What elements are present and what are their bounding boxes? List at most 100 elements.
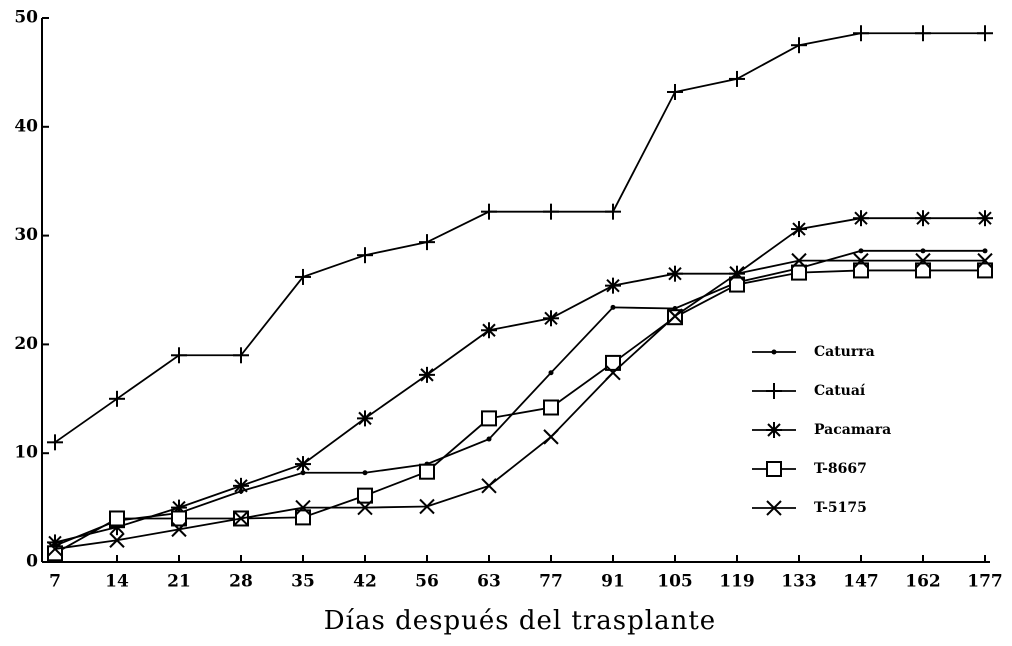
x-tick-label: 119 <box>719 572 755 592</box>
marker <box>295 268 311 285</box>
marker-stroke <box>295 499 311 516</box>
y-tick-label: 20 <box>14 334 38 354</box>
marker <box>47 545 63 562</box>
marker <box>729 265 745 282</box>
marker-square <box>766 461 782 477</box>
marker-stroke <box>916 211 930 225</box>
marker <box>977 210 993 227</box>
marker <box>977 25 993 42</box>
marker-dot <box>486 436 492 442</box>
marker <box>357 487 373 504</box>
marker-stroke <box>605 364 621 381</box>
marker <box>605 277 621 294</box>
marker-stroke <box>296 457 310 471</box>
marker <box>481 410 497 427</box>
marker <box>543 399 559 416</box>
marker-dot <box>982 248 988 254</box>
x-tick-label: 63 <box>477 572 501 592</box>
marker-stroke <box>109 532 125 548</box>
marker <box>548 370 554 376</box>
marker <box>109 390 125 407</box>
marker <box>858 248 864 254</box>
marker-stroke <box>482 323 496 337</box>
series-line <box>54 259 985 550</box>
marker-stroke <box>791 252 807 269</box>
x-tick-label: 105 <box>657 572 693 592</box>
marker <box>233 510 249 527</box>
x-tick-label: 56 <box>415 572 439 592</box>
x-tick-label: 14 <box>105 572 129 592</box>
marker <box>791 221 807 238</box>
marker <box>915 262 931 279</box>
marker-dot <box>548 370 554 376</box>
marker <box>419 498 435 515</box>
series-line <box>54 217 985 544</box>
marker <box>543 429 559 445</box>
marker <box>771 349 777 355</box>
marker-dot <box>362 470 368 476</box>
marker-stroke <box>420 368 434 382</box>
marker <box>47 541 63 557</box>
marker-stroke <box>233 510 249 527</box>
marker <box>419 234 435 251</box>
marker-stroke <box>915 252 931 269</box>
marker-stroke <box>729 265 745 282</box>
marker <box>481 203 497 220</box>
marker <box>766 422 782 438</box>
marker-stroke <box>47 541 63 557</box>
x-tick-label: 28 <box>229 572 253 592</box>
y-tick-label: 0 <box>26 552 38 572</box>
legend-label: T-8667 <box>814 461 867 477</box>
marker <box>766 461 782 477</box>
marker-square <box>419 463 435 480</box>
y-tick-label: 10 <box>14 443 38 463</box>
x-tick-label: 162 <box>905 572 941 592</box>
marker <box>486 436 492 442</box>
marker-stroke <box>171 521 187 538</box>
marker-stroke <box>544 311 558 325</box>
marker <box>915 252 931 269</box>
marker-stroke <box>854 211 868 225</box>
y-tick-label: 40 <box>14 116 38 136</box>
marker <box>47 434 63 451</box>
marker <box>543 203 559 220</box>
marker-square <box>915 262 931 279</box>
marker-square <box>109 510 125 527</box>
marker <box>766 500 782 516</box>
marker <box>667 83 683 100</box>
marker <box>977 252 993 269</box>
marker <box>109 510 125 527</box>
marker <box>729 276 745 293</box>
series-line <box>54 32 985 444</box>
marker-square <box>47 545 63 562</box>
marker <box>982 248 988 254</box>
marker-square <box>543 399 559 416</box>
marker <box>915 25 931 42</box>
legend-label: Pacamara <box>814 422 891 438</box>
marker <box>915 210 931 227</box>
marker <box>610 304 616 310</box>
marker-stroke <box>358 411 372 426</box>
marker-stroke <box>543 429 559 445</box>
marker-stroke <box>234 479 248 493</box>
marker-stroke <box>978 211 992 225</box>
marker-square <box>605 354 621 371</box>
marker <box>362 470 368 476</box>
marker-square <box>481 410 497 427</box>
x-tick-label: 147 <box>843 572 879 592</box>
marker-stroke <box>792 222 806 236</box>
marker-stroke <box>767 423 781 437</box>
marker <box>853 25 869 42</box>
marker-dot <box>920 248 926 254</box>
x-tick-label: 35 <box>291 572 315 592</box>
series-line <box>54 249 985 547</box>
x-axis-label: Días después del trasplante <box>324 606 716 636</box>
marker-square <box>357 487 373 504</box>
marker <box>300 470 306 476</box>
marker-stroke <box>853 252 869 269</box>
marker <box>481 478 497 494</box>
x-tick-label: 133 <box>781 572 817 592</box>
x-tick-label: 21 <box>167 572 191 592</box>
marker-stroke <box>668 266 682 281</box>
